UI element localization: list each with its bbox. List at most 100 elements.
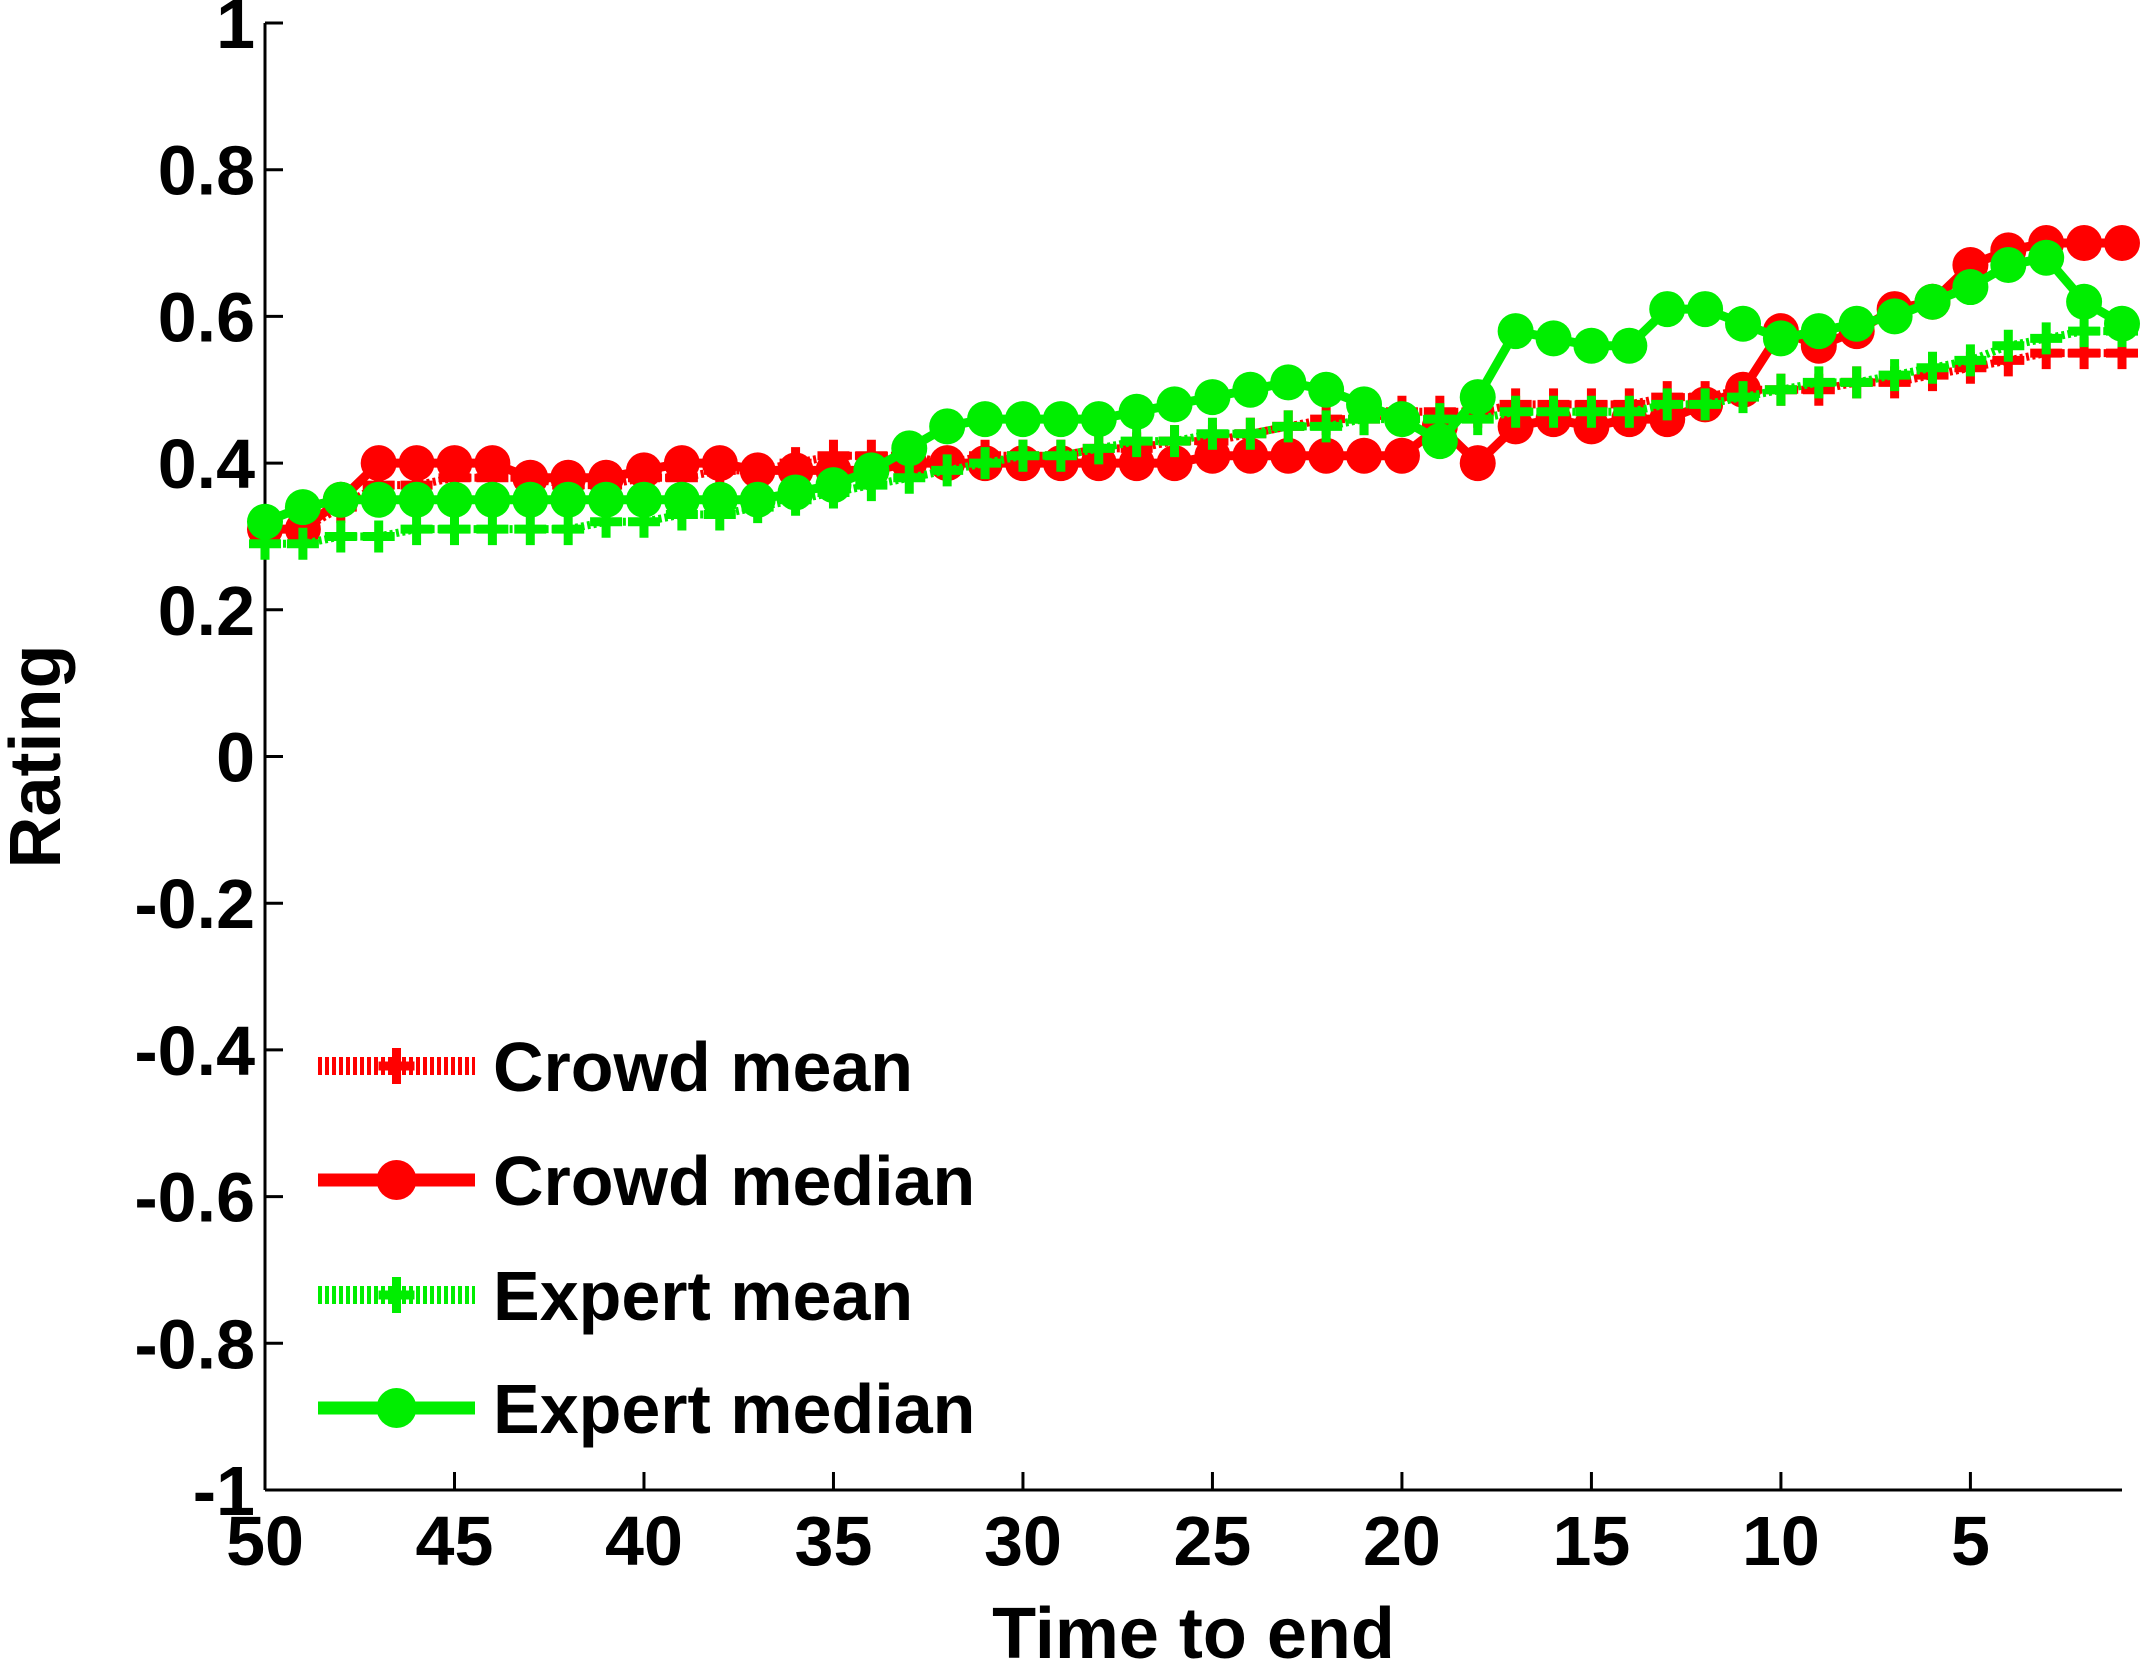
data-point-expert-mean [1727,381,1760,414]
data-point-crowd-median [625,452,662,489]
legend: Crowd mean Crowd median Expert mean Expert … [318,1028,975,1448]
data-point-crowd-median [474,445,511,482]
y-tick-label: -0.4 [134,1012,255,1090]
x-tick-label: 10 [1742,1502,1820,1580]
data-point-expert-median [1762,320,1799,357]
data-point-crowd-median [1459,445,1496,482]
data-point-expert-median [815,467,852,504]
x-axis-ticks: 50 45 40 35 30 25 20 15 10 5 [226,1472,1990,1580]
data-point-expert-median [1573,327,1610,364]
data-point-expert-mean [438,513,471,546]
x-axis-title: Time to end [992,1594,1395,1663]
data-point-expert-median [1421,423,1458,460]
data-point-expert-median [474,481,511,518]
data-point-crowd-median [1232,437,1269,474]
data-point-expert-median [322,481,359,518]
data-point-expert-median [1876,298,1913,335]
data-point-crowd-median [360,445,397,482]
data-point-expert-median [777,474,814,511]
data-point-expert-median [1611,327,1648,364]
data-point-expert-median [247,503,283,540]
legend-label: Crowd median [493,1142,975,1220]
data-point-crowd-median [1118,445,1155,482]
data-point-expert-median [663,481,700,518]
x-tick-label: 30 [984,1502,1062,1580]
data-point-expert-median [1194,379,1231,416]
data-point-expert-median [1232,371,1269,408]
data-point-expert-median [739,481,776,518]
data-point-expert-mean [2068,315,2101,348]
data-point-expert-median [1838,305,1875,342]
data-point-expert-median [512,481,549,518]
data-point-expert-mean [400,513,433,546]
x-tick-label: 20 [1363,1502,1441,1580]
x-tick-label: 50 [226,1502,304,1580]
x-tick-label: 15 [1552,1502,1630,1580]
data-point-expert-median [1346,386,1383,423]
data-point-expert-mean [1158,425,1191,458]
data-point-expert-median [1270,364,1307,401]
x-tick-label: 35 [795,1502,873,1580]
data-point-expert-mean [1120,425,1153,458]
data-point-expert-median [550,481,587,518]
data-point-expert-median [360,481,397,518]
data-point-crowd-median [1156,445,1193,482]
data-point-crowd-median [1194,437,1231,474]
data-point-expert-median [1649,291,1686,328]
data-point-crowd-median [1383,437,1420,474]
data-point-expert-mean [1234,417,1267,450]
data-point-expert-median [1383,401,1420,438]
data-point-expert-mean [1954,344,1987,377]
data-point-expert-mean [931,454,964,487]
data-point-crowd-median [701,445,738,482]
y-tick-label: -0.8 [134,1305,255,1383]
data-point-expert-mean [1272,410,1305,443]
data-point-expert-median [1459,379,1496,416]
y-tick-label: -0.6 [134,1159,255,1237]
data-point-expert-median [2066,283,2103,320]
data-point-expert-median [1080,401,1117,438]
data-point-expert-mean [969,447,1002,480]
legend-marker [376,1388,417,1428]
data-point-expert-median [2104,305,2140,342]
y-tick-label: -0.2 [134,865,255,943]
data-point-expert-mean [1916,351,1949,384]
data-point-expert-median [398,481,435,518]
data-point-expert-median [284,489,321,526]
y-axis-ticks: -1 -0.8 -0.6 -0.4 -0.2 0 0.2 0.4 0.6 0.8 1 [134,0,283,1530]
data-point-expert-mean [476,513,509,546]
data-point-crowd-median [1308,437,1345,474]
data-point-expert-median [1118,393,1155,430]
x-tick-label: 5 [1951,1502,1990,1580]
data-point-expert-mean [1878,359,1911,392]
data-point-crowd-median [398,445,435,482]
data-point-expert-mean [1575,395,1608,428]
data-point-expert-mean [1689,388,1722,421]
data-point-expert-mean [893,461,926,494]
legend-label: Expert mean [493,1257,913,1335]
data-point-expert-median [1156,386,1193,423]
y-tick-label: 0 [216,719,255,797]
data-point-expert-mean [1992,329,2025,362]
data-point-expert-mean [552,513,585,546]
legend-label: Expert median [493,1370,975,1448]
legend-item-expert-mean: Expert mean [318,1257,913,1335]
plot-area: -1 -0.8 -0.6 -0.4 -0.2 0 0.2 0.4 0.6 0.8 1 50 45 40 3… [134,0,2140,1580]
data-point-crowd-median [2104,225,2140,262]
y-tick-label: 0.6 [158,278,255,356]
y-tick-label: 0.8 [158,132,255,210]
data-point-expert-mean [1006,439,1039,472]
y-axis-title: Rating [0,645,76,869]
data-point-expert-mean [514,513,547,546]
legend-label: Crowd mean [493,1028,913,1106]
data-point-expert-mean [1651,388,1684,421]
data-point-expert-mean [1802,366,1835,399]
data-point-expert-mean [2030,322,2063,355]
data-point-expert-median [1042,401,1079,438]
legend-item-crowd-mean: Crowd mean [318,1028,913,1106]
series-expert-mean [249,315,2138,560]
legend-marker [376,1160,417,1200]
data-point-expert-median [1800,313,1837,350]
data-point-expert-median [701,481,738,518]
